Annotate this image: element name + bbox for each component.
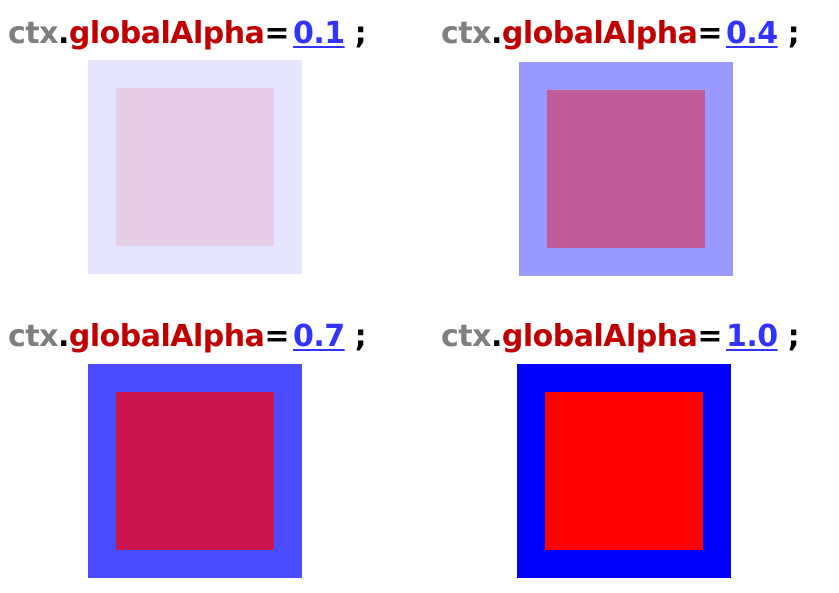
caption-equals: = (697, 16, 722, 51)
alpha-swatch (519, 62, 733, 276)
caption-alpha-value: 0.4 (725, 16, 778, 51)
code-caption: ctx.globalAlpha= 0.4; (441, 16, 800, 52)
blue-outer-square (519, 62, 733, 276)
caption-semicolon: ; (354, 319, 367, 354)
caption-object: ctx (8, 16, 58, 51)
caption-object: ctx (441, 319, 491, 354)
caption-semicolon: ; (787, 16, 800, 51)
caption-equals: = (264, 16, 289, 51)
caption-semicolon: ; (354, 16, 367, 51)
caption-dot: . (57, 319, 69, 354)
alpha-swatch (88, 60, 302, 274)
code-caption: ctx.globalAlpha= 1.0; (441, 319, 800, 355)
caption-dot: . (490, 319, 502, 354)
caption-alpha-value: 0.1 (292, 16, 345, 51)
alpha-swatch (88, 364, 302, 578)
alpha-swatch (517, 364, 731, 578)
caption-property: globalAlpha (501, 319, 698, 354)
blue-outer-square (88, 60, 302, 274)
caption-object: ctx (8, 319, 58, 354)
caption-alpha-value: 1.0 (725, 319, 778, 354)
code-caption: ctx.globalAlpha= 0.7; (8, 319, 367, 355)
caption-alpha-value: 0.7 (292, 319, 345, 354)
red-inner-square (116, 88, 274, 246)
red-inner-square (547, 90, 705, 248)
caption-equals: = (264, 319, 289, 354)
red-inner-square (116, 392, 274, 550)
caption-equals: = (697, 319, 722, 354)
caption-property: globalAlpha (68, 319, 265, 354)
caption-object: ctx (441, 16, 491, 51)
caption-dot: . (57, 16, 69, 51)
caption-dot: . (490, 16, 502, 51)
caption-property: globalAlpha (501, 16, 698, 51)
caption-semicolon: ; (787, 319, 800, 354)
caption-property: globalAlpha (68, 16, 265, 51)
red-inner-square (545, 392, 703, 550)
code-caption: ctx.globalAlpha= 0.1; (8, 16, 367, 52)
